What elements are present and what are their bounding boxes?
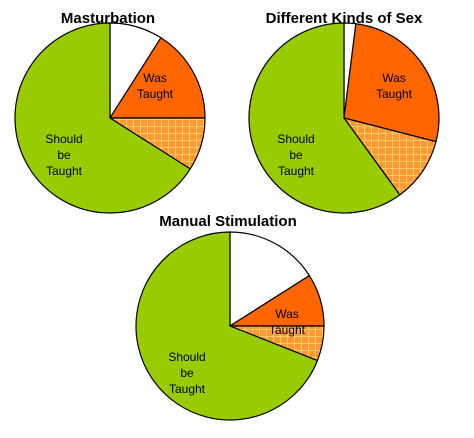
label-was-taught: Was Taught	[269, 307, 306, 337]
pie-slice-green	[135, 231, 319, 421]
chart-title: Different Kinds of Sex	[266, 10, 423, 27]
label-should-be-taught: Should be Taught	[168, 350, 205, 396]
pie-slice-green	[248, 22, 401, 214]
label-should-be-taught: Should be Taught	[45, 132, 82, 178]
pie-slice-hatch	[342, 117, 437, 196]
pie-chart: Different Kinds of Sex Was Taught Should be T…	[248, 10, 440, 214]
label-should-be-taught: Should be Taught	[277, 132, 314, 178]
pie-slice-orange	[108, 36, 206, 119]
label-was-taught: Was Taught	[137, 71, 174, 101]
pie-slice-orange	[343, 23, 440, 143]
pie-slice-white	[229, 231, 311, 328]
pie-slice-green	[14, 22, 192, 214]
chart-title: Manual Stimulation	[159, 213, 297, 230]
pie-chart: Manual Stimulation Was Taught Should be Taugh…	[135, 213, 325, 421]
pie-chart: Masturbation Was Taught Should be Taught	[14, 10, 206, 214]
chart-title: Masturbation	[61, 10, 155, 27]
label-was-taught: Was Taught	[376, 71, 413, 101]
